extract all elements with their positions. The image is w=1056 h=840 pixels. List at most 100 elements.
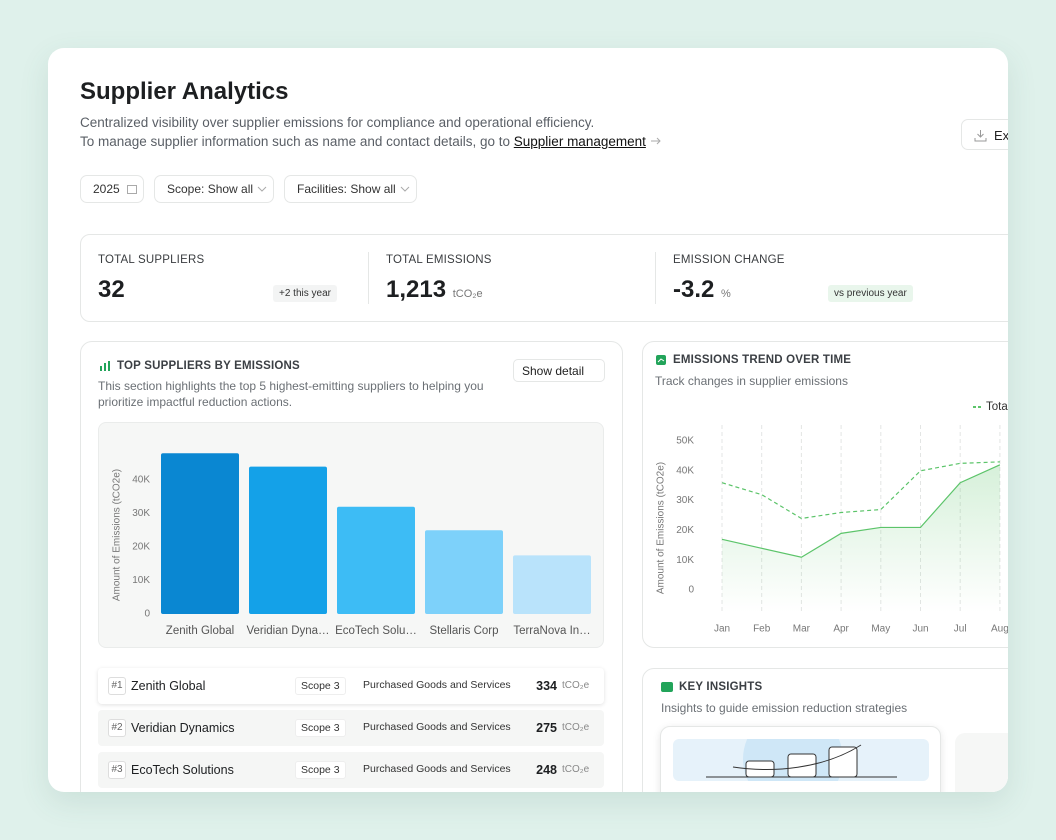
x-tick-label: Jan (714, 624, 730, 635)
panel-title: KEY INSIGHTS (679, 681, 763, 693)
scope-filter[interactable]: Scope: Show all (154, 175, 274, 203)
stat-badge: +2 this year (273, 285, 337, 302)
page-title: Supplier Analytics (80, 78, 289, 105)
y-tick-label: 30K (676, 495, 694, 506)
supplier-name: Zenith Global (131, 679, 206, 693)
stat-badge: vs previous year (828, 285, 913, 302)
table-row[interactable] (98, 710, 604, 746)
download-icon (974, 130, 987, 142)
stat-value: 32 (98, 276, 125, 303)
y-tick-label: 40K (132, 475, 150, 486)
x-tick-label: Zenith Global (166, 625, 234, 637)
charts: 0 10K 20K 30K 40K Amount of Emissions (tCO2e)… (112, 401, 1008, 637)
divider (368, 252, 369, 304)
note: To manage supplier information such as n… (80, 134, 511, 149)
category: Purchased Goods and Services (363, 721, 511, 733)
stat-value: -3.2 % (673, 276, 731, 304)
show-detail-button[interactable]: Show detail (513, 359, 605, 382)
bar (513, 555, 591, 614)
insights-icon (661, 682, 673, 692)
stat-value: 1,213 tCO₂e (386, 276, 483, 304)
panel-description: Track changes in supplier emissions (655, 374, 848, 388)
y-axis-label: Amount of Emissions (tCO2e) (656, 462, 667, 594)
scope: Scope 3 (295, 761, 346, 779)
value: -3.2 (673, 276, 715, 303)
table-row[interactable] (98, 668, 604, 704)
export-label: Export (994, 128, 1008, 143)
x-tick-label: Aug (991, 624, 1008, 635)
y-tick-label: 20K (132, 542, 150, 553)
rank: #3 (108, 761, 126, 779)
line (721, 464, 1001, 558)
y-tick-label: 20K (676, 525, 694, 536)
category: Purchased Goods and Services (363, 679, 511, 691)
x-tick-label: Jul (954, 624, 967, 635)
illustration-art (706, 744, 897, 778)
area (722, 464, 1000, 612)
bar (249, 466, 327, 614)
x-tick-label: Stellaris Corp (429, 625, 498, 637)
button-label: Show detail (522, 364, 585, 378)
y-tick-label: 30K (132, 508, 150, 519)
description: Centralized visibility over supplier emi… (80, 115, 595, 130)
y-tick-label: 0 (688, 585, 694, 596)
stat-label: EMISSION CHANGE (673, 254, 785, 266)
x-tick-label: Apr (833, 624, 849, 635)
stats-box (80, 234, 1008, 322)
year-filter[interactable]: 2025 (80, 175, 144, 203)
unit: tCO₂e (562, 764, 590, 775)
supplier-name: EcoTech Solutions (131, 763, 234, 777)
x-tick-label: EcoTech Solu… (335, 625, 417, 637)
panel-title: TOP SUPPLIERS BY EMISSIONS (117, 360, 300, 372)
rank: #2 (108, 719, 126, 737)
layer: Supplier Analytics Centralized visibilit… (48, 48, 1008, 792)
y-tick-label: 50K (676, 436, 694, 447)
category: Purchased Goods and Services (363, 763, 511, 775)
x-tick-label: TerraNova In… (513, 625, 590, 637)
calendar-icon (127, 185, 137, 194)
panel-description: Insights to guide emission reduction str… (661, 701, 908, 715)
bar (161, 453, 239, 614)
unit: tCO₂e (562, 680, 590, 691)
note-line: To manage supplier information such as n… (80, 132, 662, 151)
link[interactable]: Supplier management (513, 134, 646, 149)
card: Supplier Analytics Centralized visibilit… (48, 48, 1008, 792)
divider (655, 252, 656, 304)
table-row[interactable] (98, 752, 604, 788)
y-tick-label: 10K (676, 555, 694, 566)
insight-card (955, 733, 1008, 792)
value: 1,213 (386, 276, 447, 303)
chart-icon (100, 361, 110, 371)
chevron (257, 186, 267, 192)
unit: tCO₂e (452, 288, 483, 300)
chevron (400, 186, 410, 192)
export-button[interactable]: Export (961, 119, 1008, 150)
filter-label: Facilities: Show all (297, 182, 396, 196)
unit: % (721, 288, 731, 300)
supplier-name: Veridian Dynamics (131, 721, 235, 735)
unit: tCO₂e (562, 722, 590, 733)
y-tick-label: 40K (676, 465, 694, 476)
scope: Scope 3 (295, 677, 346, 695)
arrow-icon (650, 137, 661, 145)
bar (337, 506, 415, 614)
x-tick-label: Mar (793, 624, 811, 635)
emission-value: 334 (536, 679, 557, 693)
line (721, 461, 1000, 520)
stat-label: TOTAL SUPPLIERS (98, 254, 205, 266)
emission-value: 275 (536, 721, 557, 735)
bar (425, 530, 503, 614)
trend-icon (656, 355, 666, 365)
legend-label: Total (986, 401, 1008, 413)
emission-value: 248 (536, 763, 557, 777)
illustration (673, 739, 929, 781)
facilities-filter[interactable]: Facilities: Show all (284, 175, 417, 203)
x-tick-label: Jun (912, 624, 928, 635)
stat-label: TOTAL EMISSIONS (386, 254, 492, 266)
y-tick-label: 0 (144, 609, 150, 620)
filter-label: Scope: Show all (167, 182, 254, 196)
panel-description: This section highlights the top 5 highes… (98, 379, 484, 409)
scope: Scope 3 (295, 719, 346, 737)
filter-label: 2025 (93, 182, 120, 196)
